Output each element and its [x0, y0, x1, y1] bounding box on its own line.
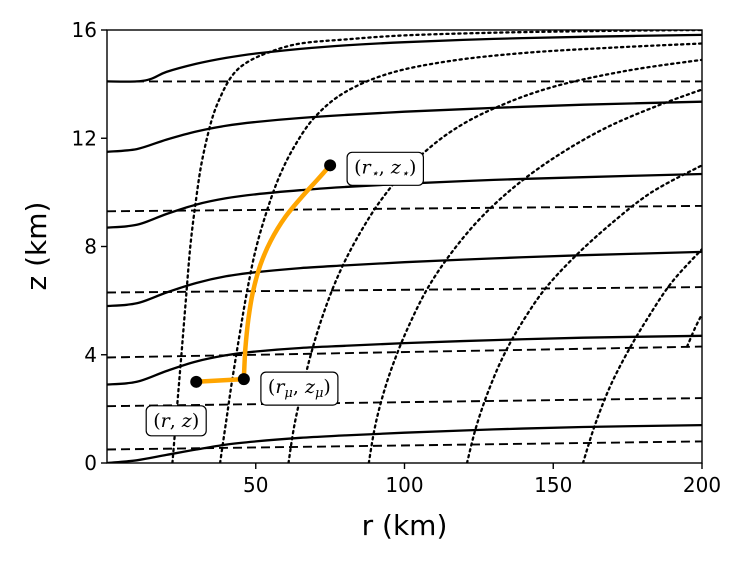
dotted-curve-5 — [581, 248, 702, 463]
annotation-label-0: (r, z) — [153, 410, 199, 432]
point-marker-0 — [190, 375, 203, 388]
dotted-curve-3 — [367, 88, 702, 463]
point-marker-2 — [324, 159, 337, 172]
dotted-curve-1 — [218, 42, 702, 463]
dashed-line-4 — [107, 204, 702, 213]
point-marker-1 — [237, 373, 250, 386]
y-tick-label-0: 0 — [84, 451, 97, 475]
plot-frame — [106, 29, 703, 464]
annotation-label-1: (rμ, zμ) — [268, 376, 331, 401]
annotations: (r, z) (rμ, zμ) (r⋆, z⋆) — [145, 151, 425, 437]
point-annotation-1: (rμ, zμ) — [260, 371, 339, 406]
dashed-line-1 — [107, 397, 702, 408]
solid-curve-1 — [107, 334, 702, 386]
point-annotation-2: (r⋆, z⋆) — [346, 151, 425, 186]
x-tick-label-50: 50 — [243, 473, 268, 497]
x-axis-label: r (km) — [362, 509, 448, 542]
annotation-box-2 — [346, 151, 425, 186]
solid-curve-3 — [107, 172, 702, 229]
x-tick-label-100: 100 — [385, 473, 423, 497]
y-tick-label-4: 4 — [84, 343, 97, 367]
plot-curves — [107, 30, 702, 463]
axis-ticks: 50 100 150 200 0 4 8 12 16 — [72, 18, 722, 497]
y-axis-label: z (km) — [20, 202, 53, 291]
solid-curve-0 — [107, 423, 702, 463]
dashed-line-0 — [107, 440, 702, 451]
solid-curve-2 — [107, 250, 702, 308]
point-annotation-0: (r, z) — [145, 405, 207, 437]
x-tick-label-150: 150 — [534, 473, 572, 497]
dashed-line-3 — [107, 286, 702, 294]
y-tick-label-12: 12 — [72, 126, 97, 150]
dotted-curve-4 — [465, 164, 702, 463]
solid-curve-4 — [107, 100, 702, 153]
x-tick-label-200: 200 — [683, 473, 721, 497]
highlight-segment-horizontal — [194, 376, 247, 385]
solid-curve-5 — [107, 33, 702, 83]
y-tick-label-16: 16 — [72, 18, 97, 42]
dotted-curve-0 — [171, 30, 702, 463]
annotation-label-2: (r⋆, z⋆) — [354, 156, 416, 181]
dotted-curve-6 — [685, 313, 702, 348]
y-tick-label-8: 8 — [84, 235, 97, 259]
point-markers — [190, 159, 337, 388]
annotation-box-0 — [145, 405, 207, 437]
highlight-segment-curve — [241, 163, 333, 382]
highlight-layer — [194, 163, 333, 385]
annotation-box-1 — [260, 371, 339, 406]
dashed-line-2 — [107, 345, 702, 359]
